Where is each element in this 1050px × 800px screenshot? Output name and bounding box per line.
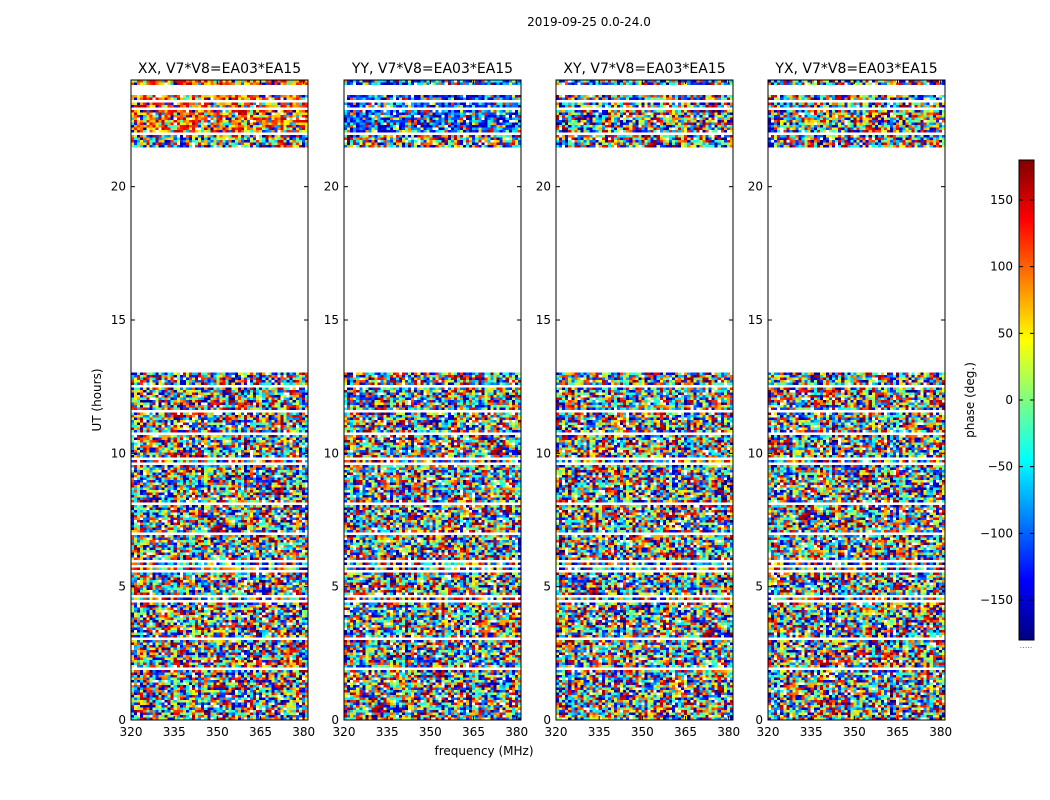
panel-title: YY, V7*V8=EA03*EA15 <box>351 61 513 77</box>
y-tick-label: 20 <box>536 180 551 194</box>
y-tick-label: 15 <box>111 313 126 327</box>
y-tick-label: 15 <box>536 313 551 327</box>
y-tick-label: 5 <box>755 580 763 594</box>
colorbar-tick-label: 150 <box>990 193 1013 207</box>
colorbar-label: phase (deg.) <box>963 362 977 438</box>
panel-4: YX, V7*V8=EA03*EA15 320 335 350 365 380 0 5 10 15… <box>748 61 952 739</box>
y-tick-label: 20 <box>111 180 126 194</box>
panel-frame <box>130 79 309 721</box>
x-tick-label: 380 <box>929 725 952 739</box>
colorbar-tick-label: −50 <box>988 460 1013 474</box>
colorbar-tick-label: −100 <box>980 526 1013 540</box>
y-tick-label: 10 <box>748 446 763 460</box>
y-tick-label: 10 <box>111 446 126 460</box>
y-tick-label: 15 <box>748 313 763 327</box>
colorbar-tick-label: 0 <box>1005 393 1013 407</box>
panel-3: XY, V7*V8=EA03*EA15 320 335 350 365 380 0 5 10 15… <box>536 61 740 739</box>
x-tick-label: 335 <box>588 725 611 739</box>
x-tick-label: 365 <box>249 725 272 739</box>
x-tick-label: 365 <box>674 725 697 739</box>
y-tick-label: 0 <box>331 713 339 727</box>
heatmap-image <box>131 80 308 720</box>
y-tick-label: 5 <box>543 580 551 594</box>
panel-frame <box>767 79 946 721</box>
heatmap-panels: XX, V7*V8=EA03*EA15 320 335 350 365 380 0 5 10 15… <box>111 61 952 739</box>
panel-title: XY, V7*V8=EA03*EA15 <box>563 61 725 77</box>
x-axis-label: frequency (MHz) <box>434 744 533 758</box>
panel-1: XX, V7*V8=EA03*EA15 320 335 350 365 380 0 5 10 15… <box>111 61 315 739</box>
x-tick-label: 350 <box>419 725 442 739</box>
heatmap-image <box>344 80 521 720</box>
y-tick-label: 20 <box>748 180 763 194</box>
y-tick-label: 10 <box>324 446 339 460</box>
colorbar-ticks: −150 −100 −50 0 50 100 150 <box>980 193 1034 607</box>
x-tick-label: 320 <box>333 725 356 739</box>
panel-title: YX, V7*V8=EA03*EA15 <box>774 61 937 77</box>
y-tick-label: 5 <box>118 580 126 594</box>
x-tick-label: 380 <box>717 725 740 739</box>
colorbar: phase (deg.) −150 −100 −50 0 50 100 150 ..... <box>963 159 1035 650</box>
y-tick-label: 0 <box>755 713 763 727</box>
x-tick-label: 350 <box>631 725 654 739</box>
x-tick-label: 380 <box>292 725 315 739</box>
x-tick-label: 350 <box>843 725 866 739</box>
colorbar-tick-label: 100 <box>990 260 1013 274</box>
x-tick-label: 320 <box>757 725 780 739</box>
colorbar-offset-dots: ..... <box>1020 641 1033 650</box>
x-tick-label: 365 <box>886 725 909 739</box>
x-tick-label: 335 <box>376 725 399 739</box>
x-tick-label: 335 <box>800 725 823 739</box>
y-tick-label: 15 <box>324 313 339 327</box>
x-tick-label: 350 <box>206 725 229 739</box>
x-tick-label: 335 <box>163 725 186 739</box>
panel-frame <box>555 79 734 721</box>
y-tick-label: 10 <box>536 446 551 460</box>
colorbar-tick-label: 50 <box>998 326 1013 340</box>
x-tick-label: 320 <box>545 725 568 739</box>
heatmap-image <box>768 80 945 720</box>
panel-title: XX, V7*V8=EA03*EA15 <box>138 61 301 77</box>
y-axis-label: UT (hours) <box>90 368 104 431</box>
y-tick-label: 20 <box>324 180 339 194</box>
figure-title: 2019-09-25 0.0-24.0 <box>527 15 651 29</box>
x-tick-label: 320 <box>120 725 143 739</box>
x-tick-label: 365 <box>462 725 485 739</box>
y-tick-label: 0 <box>543 713 551 727</box>
heatmap-image <box>556 80 733 720</box>
y-tick-label: 0 <box>118 713 126 727</box>
panel-2: YY, V7*V8=EA03*EA15 320 335 350 365 380 0 5 10 15… <box>324 61 528 739</box>
y-tick-label: 5 <box>331 580 339 594</box>
colorbar-tick-label: −150 <box>980 593 1013 607</box>
x-tick-label: 380 <box>505 725 528 739</box>
panel-frame <box>343 79 522 721</box>
